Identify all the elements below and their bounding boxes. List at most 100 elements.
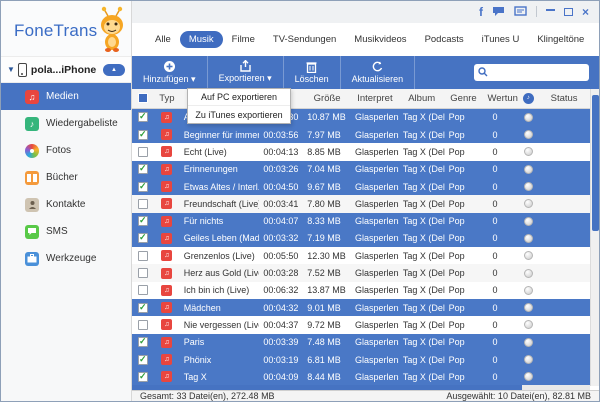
row-checkbox[interactable] bbox=[137, 198, 148, 209]
track-artist: Glasperlens... bbox=[355, 268, 399, 279]
track-artist: Glasperlens... bbox=[355, 198, 399, 209]
select-all-checkbox-box[interactable] bbox=[137, 93, 148, 104]
track-type-cell: ♫ bbox=[154, 354, 180, 366]
track-time: 00:04:13 bbox=[263, 146, 299, 157]
row-checkbox[interactable] bbox=[137, 285, 148, 296]
collapse-arrow-icon[interactable]: ▼ bbox=[7, 65, 15, 74]
chat-icon[interactable] bbox=[492, 6, 505, 17]
track-row[interactable]: ♫ Paris 00:03:39 7.48 MB Glasperlens...Tag X… bbox=[132, 333, 590, 351]
sidebar-item-playlist[interactable]: ♪ Wiedergabeliste bbox=[1, 110, 131, 137]
row-checkbox[interactable] bbox=[137, 216, 148, 227]
refresh-button[interactable]: Aktualisieren bbox=[341, 55, 416, 89]
row-checkbox[interactable] bbox=[137, 250, 148, 261]
track-row[interactable]: ♫ Herz aus Gold (Live) 00:03:28 7.52 MB Glas… bbox=[132, 264, 590, 282]
maximize-button[interactable] bbox=[563, 7, 573, 16]
vertical-scrollbar-thumb[interactable] bbox=[592, 95, 599, 231]
track-album: Tag X (Delu... bbox=[402, 268, 445, 279]
tab-musikvideos[interactable]: Musikvideos bbox=[354, 33, 407, 45]
row-checkbox[interactable] bbox=[137, 233, 148, 244]
row-checkbox[interactable] bbox=[137, 129, 148, 140]
tab-podcasts[interactable]: Podcasts bbox=[424, 33, 464, 45]
track-album: Tag X (Delu... bbox=[402, 319, 445, 330]
row-checkbox[interactable] bbox=[137, 164, 148, 175]
track-time: 00:03:28 bbox=[263, 268, 299, 279]
column-header-Größe: Größe bbox=[313, 92, 341, 104]
add-button[interactable]: Hinzufügen ▾ bbox=[132, 55, 208, 89]
sync-status-cell bbox=[518, 251, 538, 261]
eject-device-button[interactable]: ▲ bbox=[103, 63, 125, 76]
facebook-icon[interactable]: f bbox=[478, 4, 483, 19]
sidebar-item-sms[interactable]: SMS bbox=[1, 218, 131, 245]
sync-status-icon bbox=[523, 199, 533, 209]
photos-icon bbox=[25, 143, 39, 158]
track-row[interactable]: ♫ Phönix 00:03:19 6.81 MB Glasperlens...Tag … bbox=[132, 350, 590, 369]
row-checkbox[interactable] bbox=[137, 268, 148, 279]
row-checkbox[interactable] bbox=[137, 146, 148, 157]
track-row[interactable]: ♫ Nie vergessen (Live) 00:04:37 9.72 MB Glas… bbox=[132, 316, 590, 333]
export-menu-item-pc[interactable]: Auf PC exportieren bbox=[188, 89, 290, 106]
row-checkbox-cell bbox=[132, 371, 154, 382]
close-button[interactable]: × bbox=[581, 4, 589, 19]
track-album: Tag X (Delu... bbox=[402, 302, 445, 313]
track-rating: 0 bbox=[492, 181, 498, 192]
sidebar-item-media[interactable]: ♫ Medien bbox=[1, 83, 131, 110]
sidebar-item-contacts[interactable]: Kontakte bbox=[1, 191, 131, 218]
row-checkbox[interactable] bbox=[137, 181, 148, 192]
delete-button[interactable]: Löschen bbox=[284, 55, 341, 89]
row-checkbox[interactable] bbox=[137, 112, 148, 123]
track-row[interactable]: ♫ Erinnerungen 00:03:26 7.04 MB Glasperlens.… bbox=[132, 160, 590, 178]
sidebar-item-label: SMS bbox=[46, 226, 68, 237]
track-row[interactable]: ♫ Etwas Altes / Interl...00:04:50 9.67 MB G… bbox=[132, 177, 590, 196]
toolbar-button-label: Exportieren ▾ bbox=[218, 73, 272, 84]
track-row[interactable]: ♫ Freundschaft (Live) 00:03:41 7.80 MB Glasp… bbox=[132, 195, 590, 213]
tab-alle[interactable]: Alle bbox=[155, 33, 171, 45]
row-checkbox[interactable] bbox=[137, 319, 148, 330]
track-type-cell: ♫ bbox=[154, 198, 180, 210]
row-checkbox[interactable] bbox=[137, 354, 148, 365]
music-file-icon: ♫ bbox=[161, 319, 173, 331]
sync-status-cell bbox=[518, 164, 538, 174]
sidebar-item-tools[interactable]: Werkzeuge bbox=[1, 245, 131, 272]
sidebar-item-photos[interactable]: Fotos bbox=[1, 137, 131, 164]
select-all-checkbox[interactable] bbox=[132, 89, 154, 108]
track-artist: Glasperlens... bbox=[355, 112, 399, 123]
tab-itunes-u[interactable]: iTunes U bbox=[481, 33, 520, 45]
sidebar-item-books[interactable]: Bücher bbox=[1, 164, 131, 191]
row-checkbox[interactable] bbox=[137, 371, 148, 382]
track-row[interactable]: ♫ Mädchen 00:04:32 9.01 MB Glasperlens...Tag… bbox=[132, 299, 590, 317]
music-file-icon: ♫ bbox=[161, 111, 173, 123]
track-row[interactable]: ♫ Tag X 00:04:09 8.44 MB Glasperlens...Tag X… bbox=[132, 368, 590, 386]
track-row[interactable]: ♫ Ich bin ich (Live) 00:06:32 13.87 MB Glasp… bbox=[132, 282, 590, 299]
tab-tv-sendungen[interactable]: TV-Sendungen bbox=[272, 33, 337, 45]
row-checkbox[interactable] bbox=[137, 337, 148, 348]
export-button[interactable]: Exportieren ▾ bbox=[208, 55, 284, 89]
device-row[interactable]: ▼ pola...iPhone ▲ bbox=[1, 56, 131, 83]
track-row[interactable]: ♫ Echt (Live) 00:04:13 8.85 MB Glasperlens..… bbox=[132, 143, 590, 160]
track-album: Tag X (Delu... bbox=[402, 198, 445, 209]
tab-filme[interactable]: Filme bbox=[231, 33, 255, 45]
logo-area: FoneTrans bbox=[1, 1, 131, 56]
feedback-icon[interactable] bbox=[514, 6, 527, 17]
tab-h-rb-cher[interactable]: Hörbücher bbox=[593, 31, 599, 48]
track-row[interactable]: ♫ Für nichts 00:04:07 8.33 MB Glasperlens...… bbox=[132, 212, 590, 230]
row-checkbox[interactable] bbox=[137, 302, 148, 313]
column-header-Interpret: Interpret bbox=[357, 92, 393, 104]
status-total: Gesamt: 33 Datei(en), 272.48 MB bbox=[140, 391, 275, 401]
search-input[interactable] bbox=[488, 67, 585, 78]
track-genre: Pop bbox=[448, 129, 465, 140]
search-box[interactable] bbox=[474, 63, 589, 81]
tab-musik[interactable]: Musik bbox=[179, 30, 223, 48]
track-row[interactable]: ♫ Geiles Leben (Madi...00:03:32 7.19 MB Gla… bbox=[132, 229, 590, 248]
export-menu-item-itunes[interactable]: Zu iTunes exportieren bbox=[195, 109, 283, 120]
horizontal-scrollbar-thumb[interactable] bbox=[132, 385, 522, 391]
row-checkbox-cell bbox=[132, 285, 154, 296]
tab-klingelt-ne[interactable]: Klingeltöne bbox=[537, 33, 585, 45]
track-name: Grenzenlos (Live) bbox=[183, 250, 255, 261]
track-row[interactable]: ♫ Grenzenlos (Live) 00:05:50 12.30 MB Glaspe… bbox=[132, 247, 590, 264]
tools-icon bbox=[25, 251, 39, 266]
track-rating: 0 bbox=[492, 129, 498, 140]
sync-status-icon bbox=[523, 164, 533, 174]
track-album: Tag X (Delu... bbox=[402, 129, 445, 140]
category-tabbar: Alle Musik Filme TV-Sendungen Musikvideos Pod… bbox=[132, 22, 599, 56]
